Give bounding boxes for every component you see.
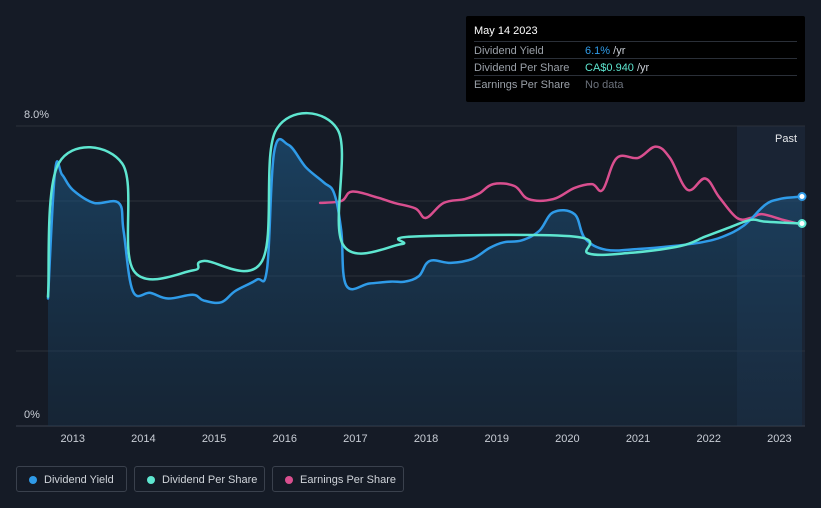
tooltip-row-earnings-per-share: Earnings Per Share No data [474,75,797,93]
dividend-yield-area [48,139,802,426]
tooltip-label: Earnings Per Share [474,79,570,91]
series-end-marker [797,219,807,228]
series-end-marker [797,192,807,201]
legend-item-dividend-yield[interactable]: Dividend Yield [16,466,127,492]
legend-dot-icon [285,476,293,484]
y-tick-label: 8.0% [24,109,49,121]
data-tooltip: May 14 2023 Dividend Yield 6.1% /yr Divi… [466,16,805,102]
x-tick-label: 2018 [414,433,438,445]
x-tick-label: 2021 [626,433,650,445]
tooltip-label: Dividend Per Share [474,62,570,74]
x-tick-label: 2013 [60,433,84,445]
x-tick-label: 2017 [343,433,367,445]
dividend-yield-line [46,137,804,305]
legend-dot-icon [147,476,155,484]
tooltip-label: Dividend Yield [474,45,544,57]
x-tick-label: 2015 [202,433,226,445]
legend-item-earnings-per-share[interactable]: Earnings Per Share [272,466,404,492]
legend-label: Dividend Yield [44,474,114,486]
x-tick-label: 2019 [484,433,508,445]
legend-label: Dividend Per Share [162,474,258,486]
x-tick-label: 2022 [696,433,720,445]
legend-dot-icon [29,476,37,484]
legend-item-dividend-per-share[interactable]: Dividend Per Share [134,466,265,492]
dividend-per-share-line [46,111,804,298]
tooltip-row-dividend-per-share: Dividend Per Share CA$0.940 /yr [474,58,797,76]
axis-ticks: 8.0% 0% 2013 2014 2015 2016 2017 2018 2019 2020 20… [24,109,797,445]
y-tick-label: 0% [24,409,40,421]
tooltip-row-dividend-yield: Dividend Yield 6.1% /yr [474,41,797,59]
tooltip-value: CA$0.940 /yr [585,62,650,74]
tooltip-value: No data [585,79,624,91]
tooltip-value: 6.1% /yr [585,45,626,57]
tooltip-date: May 14 2023 [474,25,538,37]
earnings-per-share-line [318,145,799,225]
end-markers [797,192,807,228]
legend-label: Earnings Per Share [300,474,396,486]
line-layer [46,111,804,305]
x-tick-label: 2023 [767,433,791,445]
x-tick-label: 2016 [272,433,296,445]
x-tick-label: 2020 [555,433,579,445]
x-tick-label: 2014 [131,433,155,445]
area-layer [48,139,802,426]
past-label: Past [775,133,797,145]
